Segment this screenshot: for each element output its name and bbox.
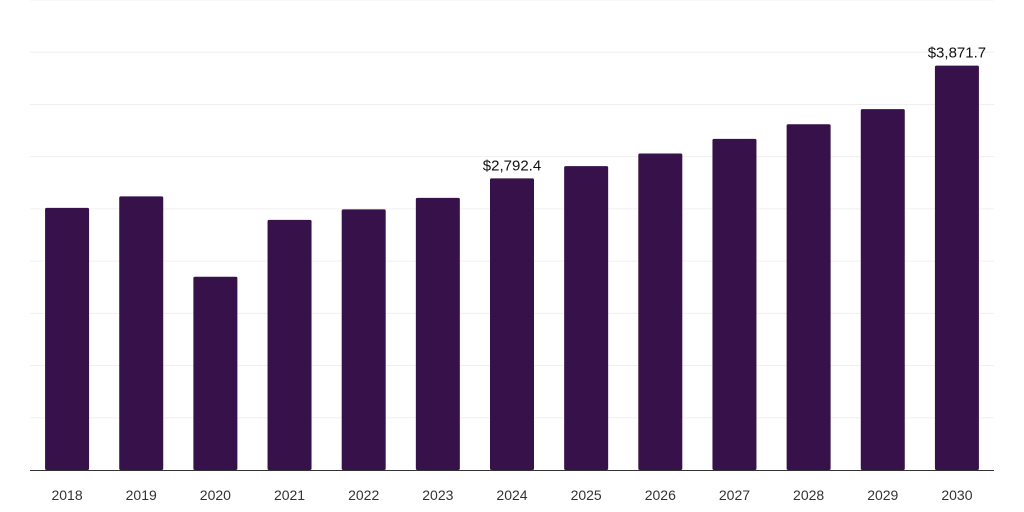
bar-2020 (193, 276, 238, 470)
x-tick-label-2029: 2029 (867, 487, 898, 503)
x-tick-label-2027: 2027 (719, 487, 750, 503)
x-tick-label-2018: 2018 (51, 487, 82, 503)
bar-2022 (341, 209, 386, 470)
bar-2021 (267, 219, 312, 470)
x-tick-label-2023: 2023 (422, 487, 453, 503)
x-tick-label-2026: 2026 (645, 487, 676, 503)
bar-2027 (712, 138, 757, 470)
x-tick-label-2024: 2024 (496, 487, 527, 503)
bar-2024 (490, 178, 534, 470)
data-labels: $2,792.4 $3,871.7 (483, 45, 986, 175)
x-tick-label-2019: 2019 (126, 487, 157, 503)
bar-2026 (638, 153, 683, 471)
x-tick-label-2025: 2025 (571, 487, 602, 503)
data-label-2024: $2,792.4 (483, 157, 541, 174)
bar-2018 (45, 207, 90, 470)
x-tick-labels: 2018 2019 2020 2021 2022 2023 2024 2025 2026 2027… (51, 487, 972, 503)
data-label-2030: $3,871.7 (928, 45, 986, 62)
bar-2019 (119, 196, 164, 470)
bar-2025 (564, 166, 609, 471)
bar-2023 (415, 197, 460, 470)
x-tick-label-2028: 2028 (793, 487, 824, 503)
x-tick-label-2020: 2020 (200, 487, 231, 503)
bar-2029 (860, 109, 905, 471)
bar-2028 (786, 124, 831, 471)
bars (45, 65, 979, 471)
x-tick-label-2021: 2021 (274, 487, 305, 503)
x-tick-label-2022: 2022 (348, 487, 379, 503)
bar-2030 (934, 65, 979, 471)
x-tick-label-2030: 2030 (941, 487, 972, 503)
